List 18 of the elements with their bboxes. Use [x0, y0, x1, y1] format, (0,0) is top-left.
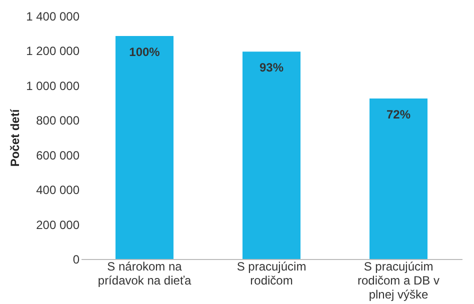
annotation: 72% [386, 107, 411, 122]
y-tick-label: 0 [72, 252, 80, 266]
y-tick-label: 200 000 [36, 218, 80, 232]
annotation: 93% [259, 60, 284, 75]
bar [370, 98, 428, 259]
y-tick-label: 1 200 000 [26, 44, 80, 58]
y-axis-title: Počet detí [8, 108, 22, 167]
y-tick-label: 1 400 000 [26, 10, 80, 24]
annotation: 100% [129, 44, 160, 59]
y-tick-label: 400 000 [36, 183, 80, 198]
y-tick-label: 600 000 [36, 148, 80, 162]
x-tick-label: S nárokom na prídavok na dieťa [98, 260, 192, 288]
x-tick-label: S pracujúcim rodičom a DB v plnej výške [357, 260, 440, 302]
x-tick-label: S pracujúcim rodičom [236, 260, 306, 288]
bar [116, 36, 174, 259]
y-tick-label: 1 000 000 [26, 78, 80, 93]
bar [242, 52, 300, 259]
y-tick-label: 800 000 [36, 114, 80, 128]
